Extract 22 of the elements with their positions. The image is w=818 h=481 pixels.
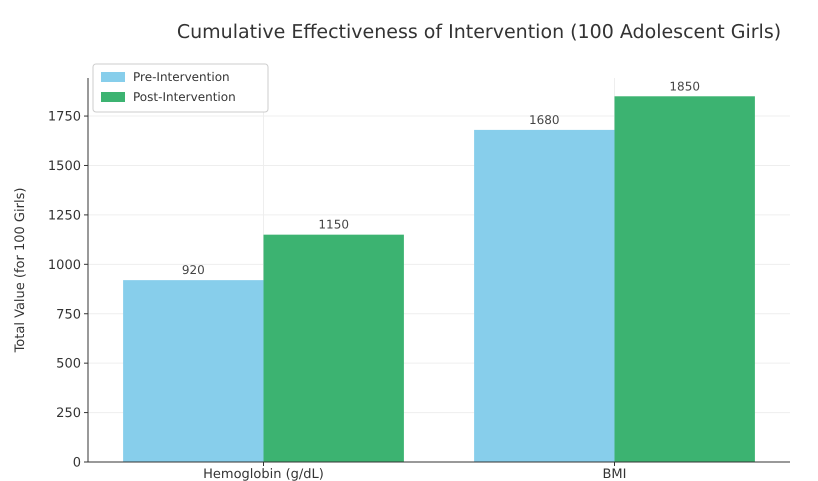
x-tick-label: BMI [602,467,626,481]
data-label: 1150 [318,218,349,232]
y-tick-label: 250 [56,406,81,422]
chart-title: Cumulative Effectiveness of Intervention (100 Adolescent Girls) [176,21,782,43]
bar [474,130,614,462]
bar [614,96,755,462]
legend-label: Post-Intervention [133,90,236,104]
x-tick-label: Hemoglobin (g/dL) [203,467,324,481]
y-tick-label: 0 [72,456,81,471]
bar [123,280,264,462]
y-tick-label: 750 [56,307,81,322]
legend-label: Pre-Intervention [133,70,230,84]
y-tick-label: 1500 [48,159,81,174]
data-label: 1850 [669,79,700,94]
y-axis-title: Total Value (for 100 Girls) [13,188,28,354]
bar [264,234,404,462]
y-tick-label: 1000 [48,258,81,273]
data-label: 920 [182,263,205,278]
y-tick-label: 1750 [48,110,81,125]
y-tick-label: 1250 [48,208,81,224]
data-label: 1680 [529,112,560,127]
y-tick-label: 500 [56,356,81,372]
